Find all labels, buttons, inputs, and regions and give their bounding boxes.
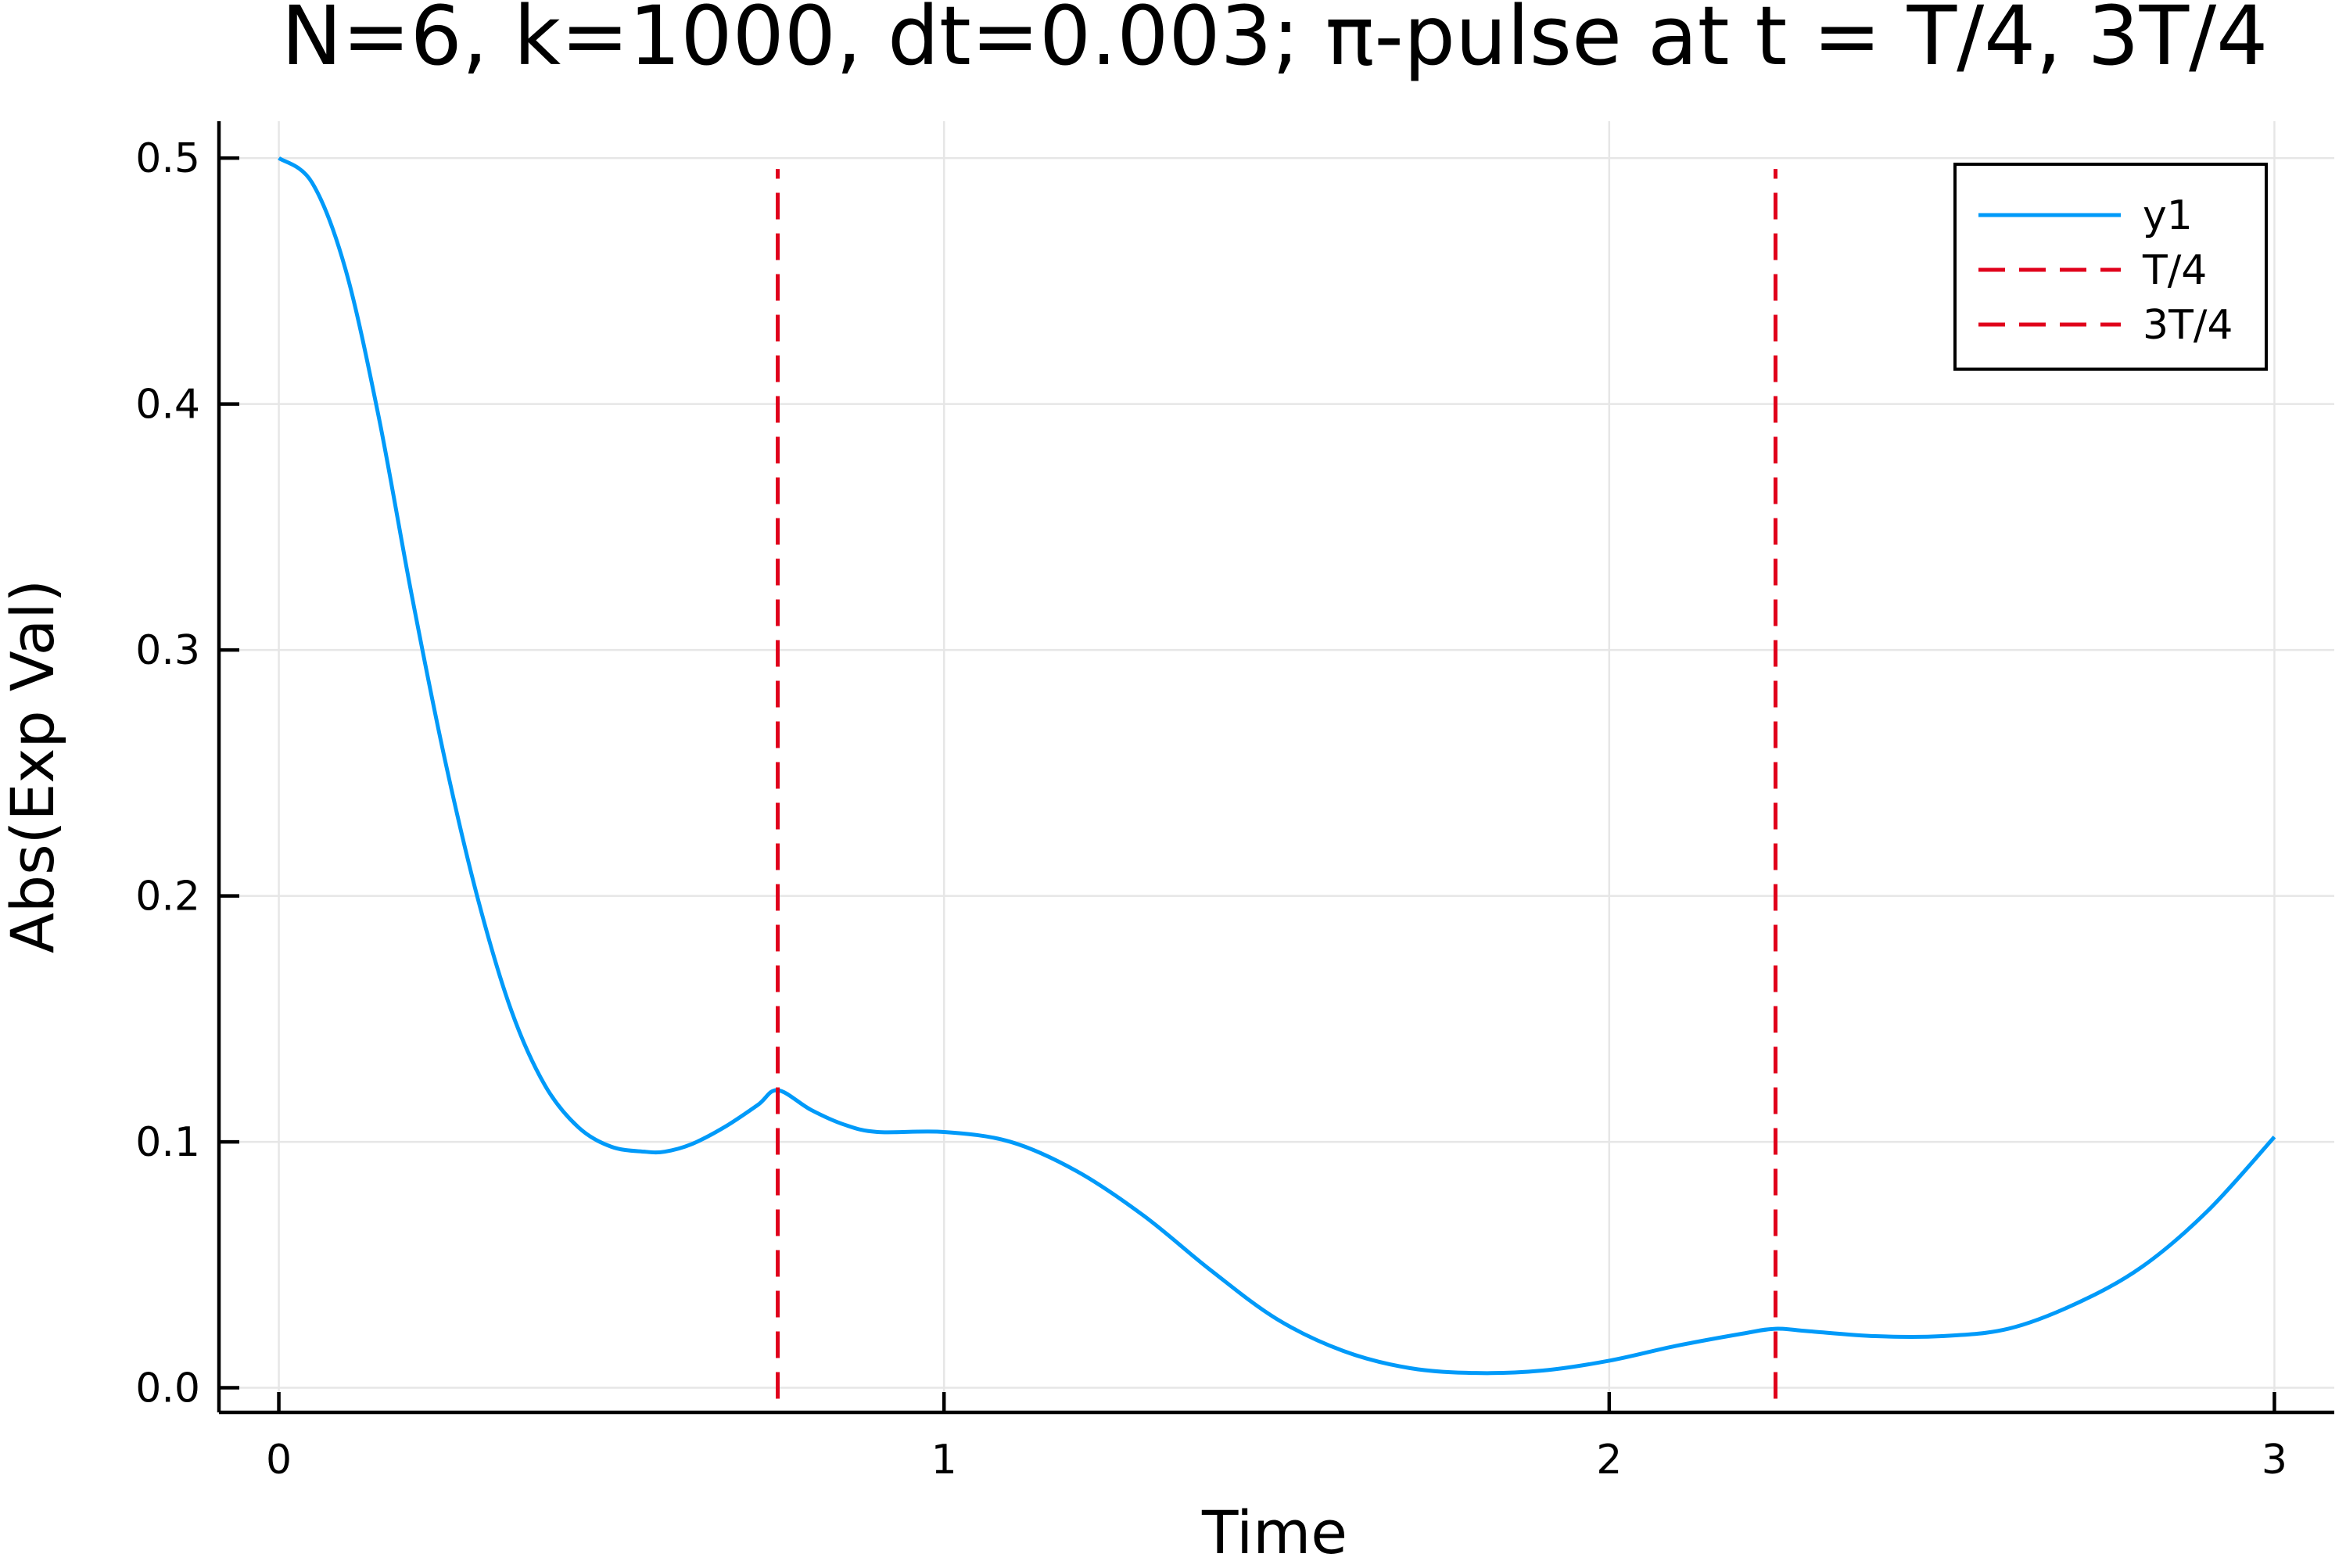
series-layer — [278, 156, 2276, 1399]
legend-box — [1953, 163, 2268, 371]
grid-layer — [219, 121, 2334, 1412]
legend: y1 T/4 3T/4 — [1953, 163, 2268, 371]
axes-layer: 0 1 2 3 0.0 0.1 0.2 0.3 0.4 0.5 — [135, 121, 2334, 1484]
x-tick-label: 1 — [931, 1437, 957, 1484]
y-tick-label: 0.5 — [135, 135, 200, 182]
y-tick-label: 0.3 — [135, 627, 200, 674]
legend-label: 3T/4 — [2143, 302, 2233, 349]
labels-layer: N=6, k=1000, dt=0.003; π-pulse at t = T/… — [0, 0, 2269, 1567]
y-tick-label: 0.0 — [135, 1365, 200, 1412]
x-axis-title: Time — [1201, 1498, 1347, 1564]
y-tick-label: 0.1 — [135, 1119, 200, 1166]
chart-title: N=6, k=1000, dt=0.003; π-pulse at t = T/… — [282, 0, 2269, 84]
series-line-y1 — [278, 156, 2276, 1376]
y-tick-label: 0.4 — [135, 382, 200, 429]
x-tick-label: 0 — [266, 1437, 292, 1484]
x-tick-label: 2 — [1596, 1437, 1622, 1484]
y-tick-label: 0.2 — [135, 874, 200, 920]
x-tick-label: 3 — [2262, 1437, 2287, 1484]
y-axis-title: Abs(Exp Val) — [0, 579, 67, 953]
legend-label: T/4 — [2142, 247, 2207, 294]
legend-label: y1 — [2143, 192, 2193, 239]
